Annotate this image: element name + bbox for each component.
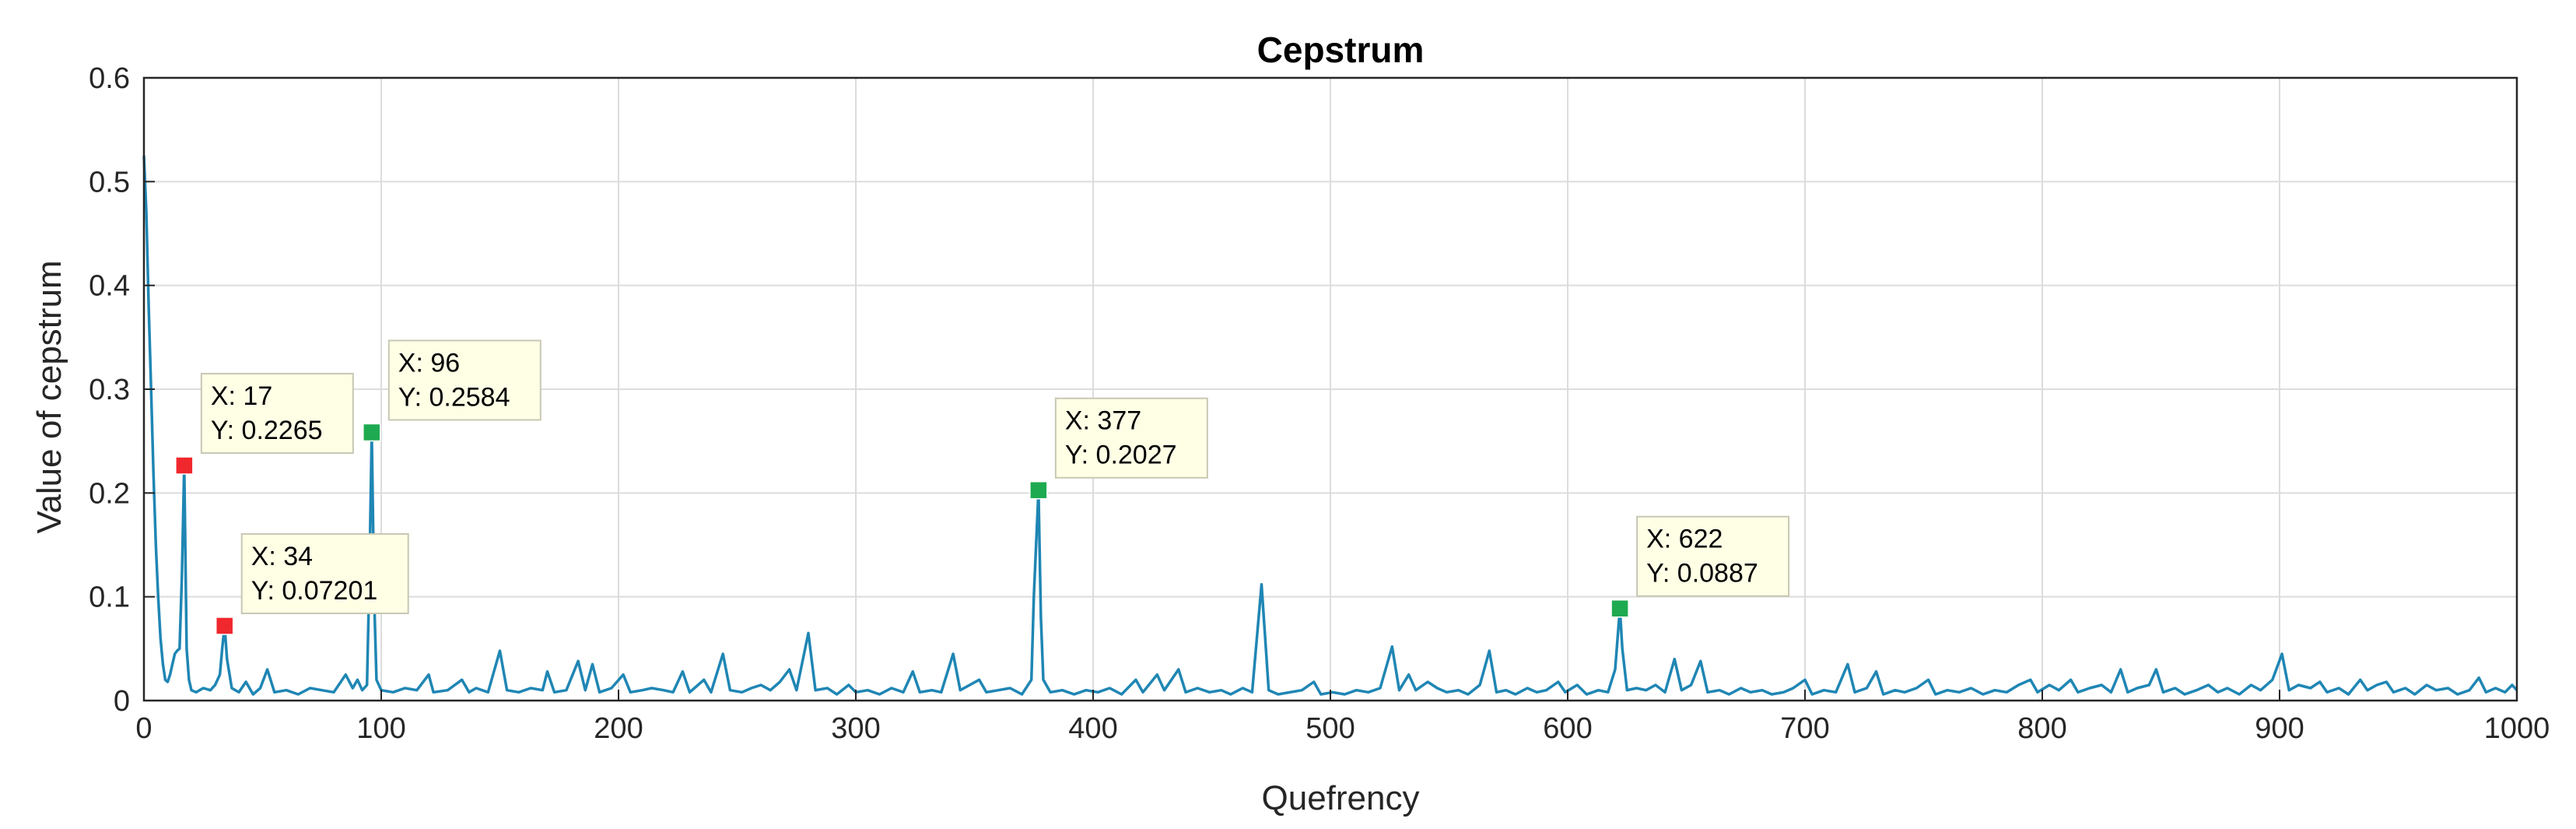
x-tick-label: 200 <box>594 712 643 745</box>
red-datatip-marker <box>215 616 234 635</box>
y-tick-label: 0.1 <box>89 581 130 614</box>
x-tick-label: 100 <box>356 712 405 745</box>
datatip-box <box>1054 397 1208 479</box>
datatip-y-label: Y: 0.0887 <box>1646 559 1758 588</box>
datatip: X: 34 Y: 0.07201 <box>215 532 409 635</box>
green-datatip-marker <box>1610 599 1629 618</box>
datatip-y-label: Y: 0.2265 <box>211 416 323 445</box>
datatip-x-label: X: 377 <box>1065 406 1141 436</box>
x-tick-label: 300 <box>831 712 880 745</box>
red-datatip-marker <box>175 456 194 475</box>
datatip-box <box>387 339 541 421</box>
datatip-box <box>240 532 409 614</box>
y-axis-label: Value of cepstrum <box>30 260 68 533</box>
x-tick-label: 800 <box>2017 712 2066 745</box>
x-tick-label: 700 <box>1780 712 1829 745</box>
axes <box>142 76 2518 702</box>
datatip-x-label: X: 34 <box>251 542 313 571</box>
tick-labels: 0 100 200 300 400 500 600 700 800 900 1000 0 0.1 0.2 0… <box>89 62 2550 745</box>
cepstrum-line <box>142 155 2518 696</box>
x-tick-label: 0 <box>135 712 152 745</box>
x-tick-label: 400 <box>1068 712 1117 745</box>
y-tick-label: 0.3 <box>89 374 130 406</box>
datatip: X: 96 Y: 0.2584 <box>363 339 541 442</box>
x-tick-label: 1000 <box>2484 712 2550 745</box>
x-tick-label: 900 <box>2255 712 2304 745</box>
datatip-y-label: Y: 0.07201 <box>251 576 378 606</box>
datatip-y-label: Y: 0.2027 <box>1065 441 1177 470</box>
y-tick-label: 0.2 <box>89 477 130 510</box>
datatip: X: 377 Y: 0.2027 <box>1029 397 1208 500</box>
datatip-box <box>1636 515 1790 597</box>
y-tick-label: 0.6 <box>89 62 130 95</box>
plot-frame <box>142 76 2518 702</box>
y-tick-label: 0.4 <box>89 270 130 303</box>
series-area <box>142 155 2518 696</box>
datatip-x-label: X: 96 <box>398 348 460 378</box>
datatip-x-label: X: 622 <box>1646 525 1723 554</box>
datatip-x-label: X: 17 <box>211 381 272 411</box>
x-tick-label: 500 <box>1306 712 1355 745</box>
green-datatip-marker <box>1029 480 1048 500</box>
datatip-y-label: Y: 0.2584 <box>398 382 510 412</box>
green-datatip-marker <box>363 423 381 442</box>
y-tick-label: 0.5 <box>89 166 130 198</box>
x-tick-label: 600 <box>1543 712 1592 745</box>
datatips: X: 17 Y: 0.2265 X: 34 Y: 0.07201 X: 96 Y: 0.2… <box>175 339 1790 635</box>
chart-title: Cepstrum <box>1257 30 1425 70</box>
datatip-box <box>200 373 354 454</box>
datatip: X: 17 Y: 0.2265 <box>175 373 354 475</box>
datatip: X: 622 Y: 0.0887 <box>1610 515 1790 618</box>
y-tick-label: 0 <box>114 685 130 718</box>
x-axis-label: Quefrency <box>1262 779 1420 817</box>
